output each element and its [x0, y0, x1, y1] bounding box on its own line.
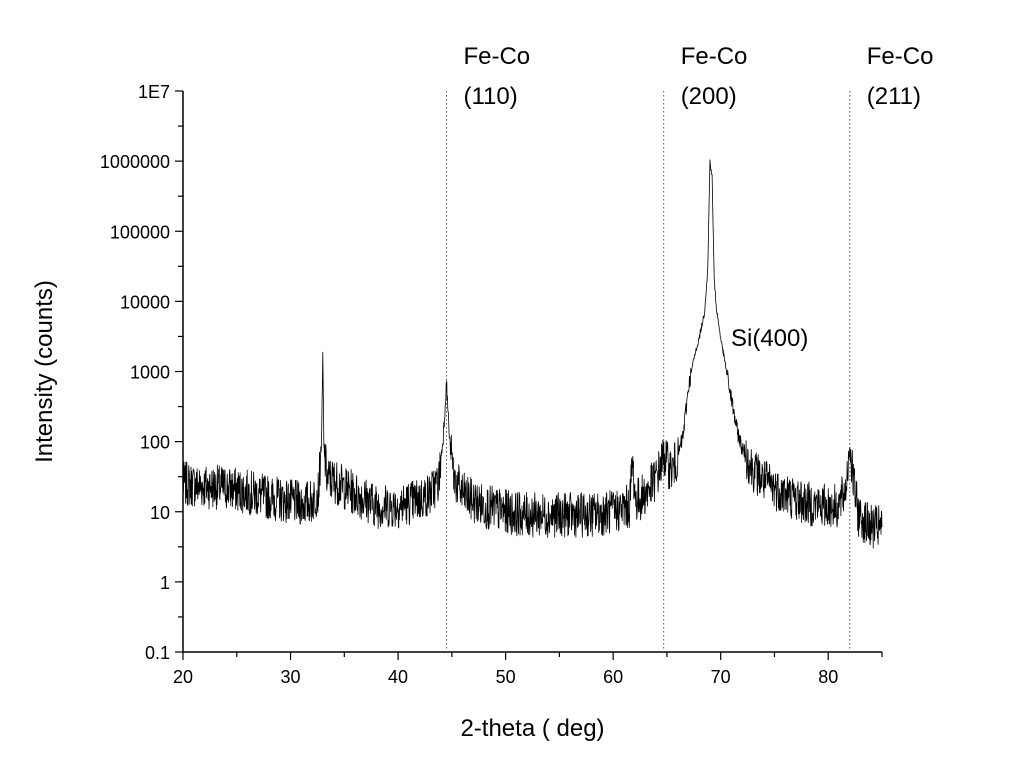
x-tick-label: 70 — [711, 667, 731, 687]
x-axis-title: 2-theta ( deg) — [460, 715, 604, 742]
x-tick-label: 50 — [496, 667, 516, 687]
peak-annotation-label: (110) — [463, 83, 517, 110]
y-tick-label: 0.1 — [145, 643, 170, 663]
x-tick-label: 40 — [388, 667, 408, 687]
reference-lines — [445, 91, 851, 652]
x-tick-label: 20 — [173, 667, 193, 687]
peak-annotation-label: (211) — [867, 83, 921, 110]
y-tick-label: 100 — [140, 433, 170, 453]
peak-annotation-label: Fe-Co — [681, 43, 748, 70]
xrd-series-line — [182, 159, 883, 549]
y-axis-ticks: 0.1 1 10 100 1000 10000 100000 1000000 1E7 — [100, 82, 183, 663]
peak-annotation-label: Fe-Co — [463, 43, 530, 70]
peak-annotation-label: Si(400) — [731, 325, 808, 352]
x-tick-label: 80 — [818, 667, 838, 687]
peak-annotation-label: (200) — [681, 83, 737, 110]
x-tick-label: 30 — [281, 667, 301, 687]
plot-area — [182, 91, 882, 653]
y-axis-title: Intensity (counts) — [31, 280, 58, 463]
x-tick-label: 60 — [603, 667, 623, 687]
y-tick-label: 1 — [160, 573, 170, 593]
series-layer — [182, 159, 883, 549]
annotations: Fe-Co (110) Fe-Co (200) Fe-Co (211) Si(400) — [463, 43, 933, 352]
y-tick-label: 100000 — [110, 222, 170, 242]
y-tick-label: 1E7 — [138, 82, 170, 102]
y-tick-label: 10000 — [120, 292, 170, 312]
peak-annotation-label: Fe-Co — [867, 43, 934, 70]
y-tick-label: 10 — [150, 503, 170, 523]
x-axis-ticks: 20 30 40 50 60 70 80 — [173, 652, 883, 687]
y-tick-label: 1000000 — [100, 152, 170, 172]
y-tick-label: 1000 — [130, 363, 170, 383]
